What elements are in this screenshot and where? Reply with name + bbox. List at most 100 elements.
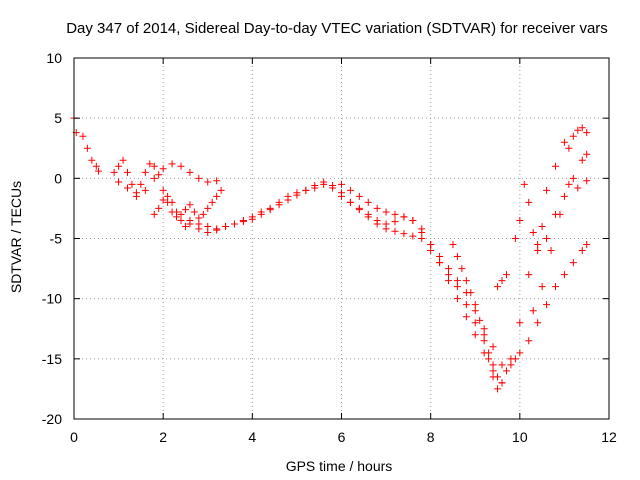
data-point <box>480 325 488 333</box>
data-point <box>364 213 372 221</box>
data-point <box>115 178 123 186</box>
data-point <box>79 132 87 140</box>
series-track-c <box>115 160 221 200</box>
x-tick-label: 6 <box>338 429 346 445</box>
data-point <box>355 192 363 200</box>
data-point <box>110 168 118 176</box>
x-tick-label: 10 <box>512 429 528 445</box>
data-point <box>507 361 515 369</box>
data-point <box>320 178 328 186</box>
data-point <box>338 180 345 188</box>
data-point <box>498 277 506 285</box>
data-point <box>560 271 568 279</box>
data-point <box>418 225 426 233</box>
data-point <box>485 349 493 357</box>
data-point <box>494 373 502 381</box>
data-point <box>204 178 212 186</box>
data-point <box>552 162 559 170</box>
x-axis-label: GPS time / hours <box>286 458 393 474</box>
data-point <box>186 168 194 176</box>
data-point <box>190 208 198 216</box>
data-point <box>150 174 158 182</box>
data-point <box>195 220 203 228</box>
data-point <box>382 208 390 216</box>
data-point <box>516 216 524 224</box>
x-tick-label: 12 <box>601 429 617 445</box>
data-point <box>427 247 435 255</box>
data-point <box>583 150 591 158</box>
data-point <box>502 271 510 279</box>
data-point <box>436 259 444 267</box>
data-point <box>583 177 591 185</box>
y-tick-label: 5 <box>54 110 62 126</box>
data-point <box>462 313 470 321</box>
data-point <box>485 355 493 363</box>
data-point <box>471 307 479 315</box>
series-track-g <box>449 241 506 387</box>
data-point <box>574 126 582 134</box>
data-point <box>453 295 461 303</box>
data-point <box>177 216 185 224</box>
data-point <box>436 253 444 261</box>
data-point <box>88 156 96 164</box>
series-track-a <box>70 114 103 175</box>
data-point <box>115 162 123 170</box>
data-point <box>155 171 163 179</box>
y-tick-label: 10 <box>46 50 62 66</box>
data-point <box>338 189 345 197</box>
data-point <box>565 180 573 188</box>
data-point <box>159 186 167 194</box>
data-point <box>578 247 586 255</box>
data-point <box>543 235 551 242</box>
data-point <box>409 216 417 224</box>
data-point <box>467 289 475 297</box>
data-point <box>583 129 591 137</box>
data-point <box>83 144 91 152</box>
data-point <box>525 198 533 206</box>
data-points <box>70 114 591 393</box>
data-point <box>204 204 212 212</box>
series-track-b <box>110 156 225 222</box>
data-point <box>257 210 265 218</box>
data-point <box>427 241 435 249</box>
data-point <box>177 162 185 170</box>
data-point <box>462 301 470 309</box>
data-point <box>217 186 225 194</box>
data-point <box>525 337 533 345</box>
data-point <box>516 349 524 357</box>
data-point <box>164 192 172 200</box>
data-point <box>498 361 506 369</box>
data-point <box>400 230 408 238</box>
data-point <box>213 177 221 185</box>
y-tick-label: -10 <box>42 291 62 307</box>
data-point <box>560 138 568 146</box>
data-point <box>556 210 564 218</box>
data-point <box>516 319 524 327</box>
data-point <box>409 232 417 240</box>
data-point <box>168 198 176 206</box>
data-point <box>560 192 568 200</box>
data-point <box>150 162 158 170</box>
x-tick-label: 4 <box>248 429 256 445</box>
data-point <box>231 220 238 228</box>
data-point <box>204 222 212 230</box>
data-point <box>569 132 577 140</box>
data-point <box>186 201 194 209</box>
data-point <box>195 174 203 182</box>
data-point <box>445 277 452 285</box>
data-point <box>471 319 479 327</box>
data-point <box>346 198 354 206</box>
data-point <box>449 241 457 249</box>
data-point <box>92 162 100 170</box>
data-point <box>346 186 354 194</box>
data-point <box>186 216 194 224</box>
data-point <box>489 367 497 375</box>
data-point <box>181 222 189 230</box>
data-point <box>141 168 149 176</box>
data-point <box>208 198 216 206</box>
grid <box>74 58 609 419</box>
y-tick-label: -15 <box>42 351 62 367</box>
y-tick-label: -5 <box>50 231 63 247</box>
